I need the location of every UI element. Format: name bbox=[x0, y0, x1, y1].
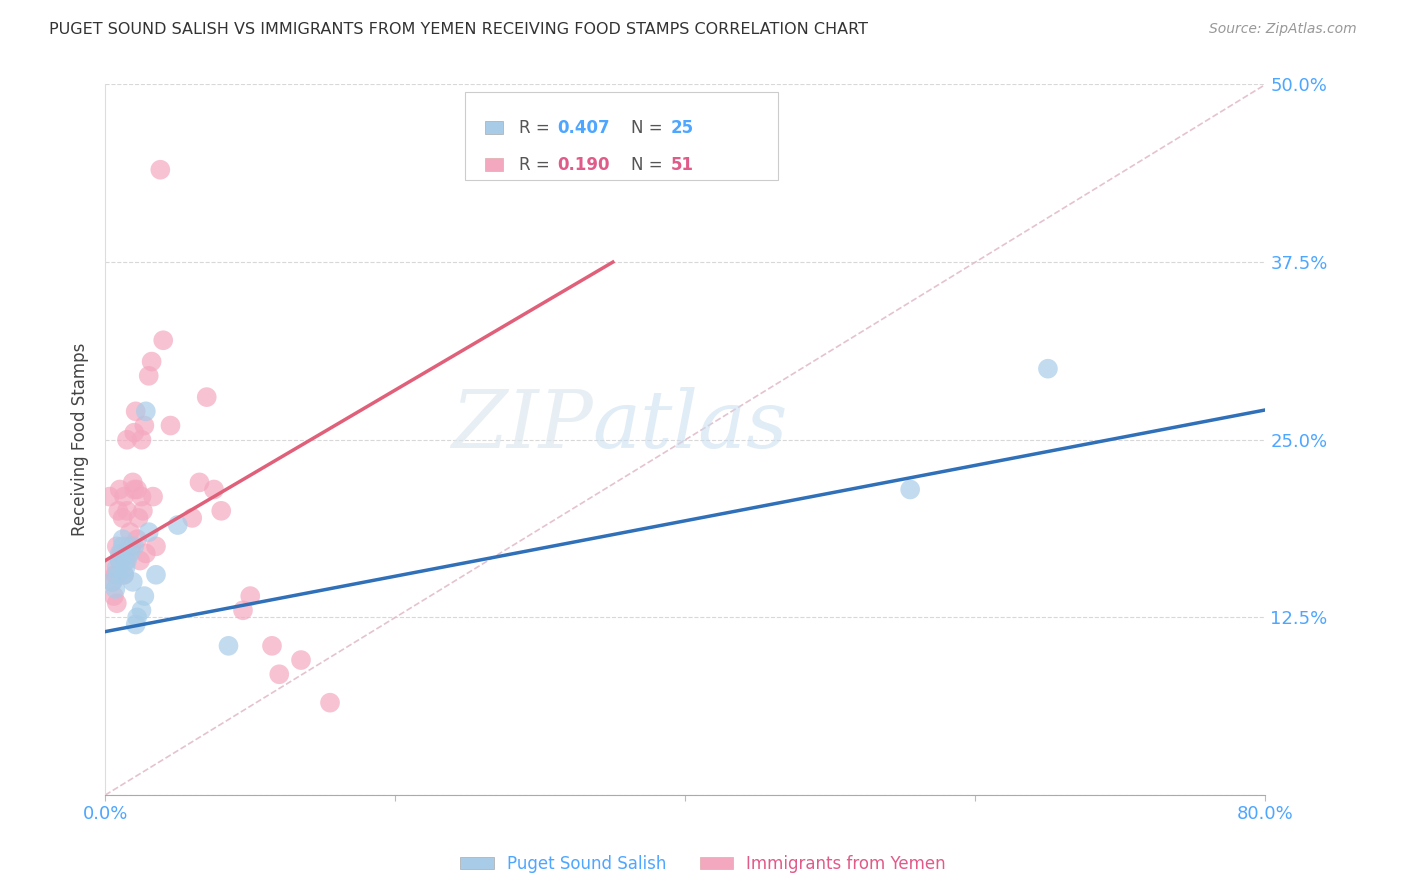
Point bbox=[188, 475, 211, 490]
Text: 0.407: 0.407 bbox=[558, 119, 610, 136]
Text: Source: ZipAtlas.com: Source: ZipAtlas.com bbox=[1209, 22, 1357, 37]
Point bbox=[112, 567, 135, 582]
Point bbox=[127, 610, 149, 624]
FancyBboxPatch shape bbox=[465, 92, 778, 180]
Point bbox=[209, 504, 232, 518]
Y-axis label: Receiving Food Stamps: Receiving Food Stamps bbox=[72, 343, 89, 536]
Point bbox=[121, 574, 143, 589]
Point bbox=[101, 574, 124, 589]
Point bbox=[115, 504, 138, 518]
Point bbox=[152, 333, 174, 347]
Point bbox=[104, 582, 127, 596]
Point bbox=[131, 603, 153, 617]
Point bbox=[107, 567, 129, 582]
Point bbox=[218, 639, 240, 653]
Point bbox=[131, 490, 153, 504]
Point bbox=[105, 539, 128, 553]
Point bbox=[111, 539, 134, 553]
Point bbox=[110, 546, 132, 560]
Point bbox=[159, 418, 181, 433]
Point bbox=[121, 475, 143, 490]
Point bbox=[135, 404, 157, 418]
Text: PUGET SOUND SALISH VS IMMIGRANTS FROM YEMEN RECEIVING FOOD STAMPS CORRELATION CH: PUGET SOUND SALISH VS IMMIGRANTS FROM YE… bbox=[49, 22, 869, 37]
Point bbox=[166, 518, 188, 533]
Bar bbox=[485, 121, 503, 134]
Point bbox=[108, 553, 131, 567]
Point bbox=[100, 560, 122, 574]
Point bbox=[181, 511, 204, 525]
Point bbox=[898, 483, 921, 497]
Point bbox=[128, 511, 150, 525]
Text: 0.190: 0.190 bbox=[558, 155, 610, 174]
Point bbox=[149, 162, 172, 177]
Text: ZIP: ZIP bbox=[451, 387, 592, 465]
Point bbox=[131, 433, 153, 447]
Point bbox=[105, 596, 128, 610]
Point bbox=[127, 533, 149, 547]
Point bbox=[124, 617, 146, 632]
Text: R =: R = bbox=[519, 119, 555, 136]
Point bbox=[98, 490, 121, 504]
Legend: Puget Sound Salish, Immigrants from Yemen: Puget Sound Salish, Immigrants from Yeme… bbox=[454, 848, 952, 880]
Bar bbox=[485, 158, 503, 171]
Point bbox=[1036, 361, 1059, 376]
Point bbox=[145, 567, 167, 582]
Point bbox=[114, 553, 136, 567]
Point bbox=[260, 639, 283, 653]
Point bbox=[118, 546, 141, 560]
Text: N =: N = bbox=[631, 119, 668, 136]
Text: atlas: atlas bbox=[592, 387, 787, 465]
Text: 25: 25 bbox=[671, 119, 693, 136]
Point bbox=[108, 546, 131, 560]
Point bbox=[135, 546, 157, 560]
Point bbox=[138, 368, 160, 383]
Point bbox=[111, 533, 134, 547]
Point bbox=[105, 560, 128, 574]
Point bbox=[115, 433, 138, 447]
Point bbox=[112, 567, 135, 582]
Point bbox=[101, 574, 124, 589]
Point bbox=[122, 483, 145, 497]
Point bbox=[290, 653, 312, 667]
Point bbox=[202, 483, 225, 497]
Point bbox=[107, 504, 129, 518]
Point bbox=[319, 696, 342, 710]
Point bbox=[195, 390, 218, 404]
Point bbox=[124, 404, 146, 418]
Point bbox=[145, 539, 167, 553]
Point bbox=[134, 418, 156, 433]
Point bbox=[108, 553, 131, 567]
Point bbox=[142, 490, 165, 504]
Point bbox=[111, 511, 134, 525]
Point bbox=[132, 504, 155, 518]
Point bbox=[239, 589, 262, 603]
Point bbox=[115, 553, 138, 567]
Point bbox=[138, 525, 160, 540]
Point bbox=[269, 667, 291, 681]
Text: R =: R = bbox=[519, 155, 555, 174]
Point bbox=[112, 490, 135, 504]
Point bbox=[122, 539, 145, 553]
Text: 51: 51 bbox=[671, 155, 693, 174]
Point bbox=[122, 425, 145, 440]
Point bbox=[120, 539, 142, 553]
Point bbox=[232, 603, 254, 617]
Point bbox=[129, 553, 152, 567]
Point bbox=[117, 539, 139, 553]
Point bbox=[114, 560, 136, 574]
Point bbox=[103, 589, 125, 603]
Point bbox=[141, 354, 163, 368]
Point bbox=[118, 525, 141, 540]
Point bbox=[127, 483, 149, 497]
Point bbox=[134, 589, 156, 603]
Point bbox=[108, 483, 131, 497]
Point bbox=[104, 567, 127, 582]
Text: N =: N = bbox=[631, 155, 668, 174]
